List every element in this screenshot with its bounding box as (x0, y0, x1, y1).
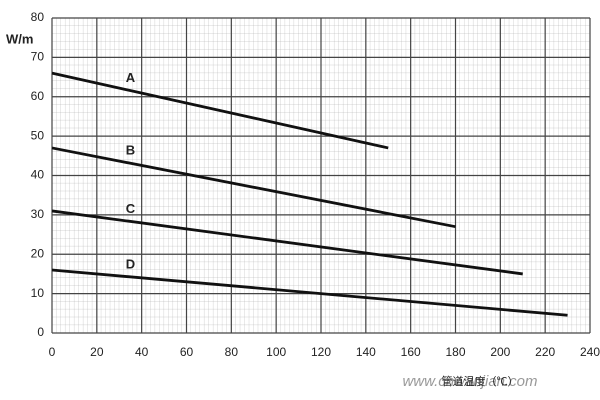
y-tick-label: 70 (31, 50, 45, 64)
x-tick-label: 220 (535, 345, 555, 359)
x-tick-label: 200 (490, 345, 510, 359)
series-label: C (126, 201, 136, 216)
x-tick-label: 0 (49, 345, 56, 359)
y-tick-label: 10 (31, 286, 45, 300)
y-tick-label: 20 (31, 246, 45, 260)
line (51, 268, 568, 317)
series-label: B (126, 143, 135, 158)
x-tick-label: 60 (180, 345, 194, 359)
line (51, 146, 456, 229)
x-tick-label: 40 (135, 345, 149, 359)
y-tick-label: 0 (37, 325, 44, 339)
x-tick-label: 160 (401, 345, 421, 359)
x-tick-label: 20 (90, 345, 104, 359)
watermark: www.cnwanjian.com (402, 373, 537, 390)
x-tick-label: 80 (225, 345, 239, 359)
x-tick-label: 100 (266, 345, 286, 359)
y-tick-label: 60 (31, 89, 45, 103)
x-tick-label: 180 (445, 345, 465, 359)
y-tick-label: 30 (31, 207, 45, 221)
y-tick-label: 50 (31, 128, 45, 142)
x-axis-label: 管道温度（℃） (442, 374, 519, 388)
x-tick-label: 120 (311, 345, 331, 359)
y-tick-label: 80 (31, 10, 45, 24)
y-tick-label: 40 (31, 168, 45, 182)
y-axis-label: W/m (6, 31, 33, 46)
line (51, 209, 523, 276)
line (51, 71, 389, 150)
x-tick-label: 140 (356, 345, 376, 359)
x-tick-label: 240 (580, 345, 600, 359)
series-label: D (126, 256, 135, 271)
series-label: A (126, 70, 136, 85)
